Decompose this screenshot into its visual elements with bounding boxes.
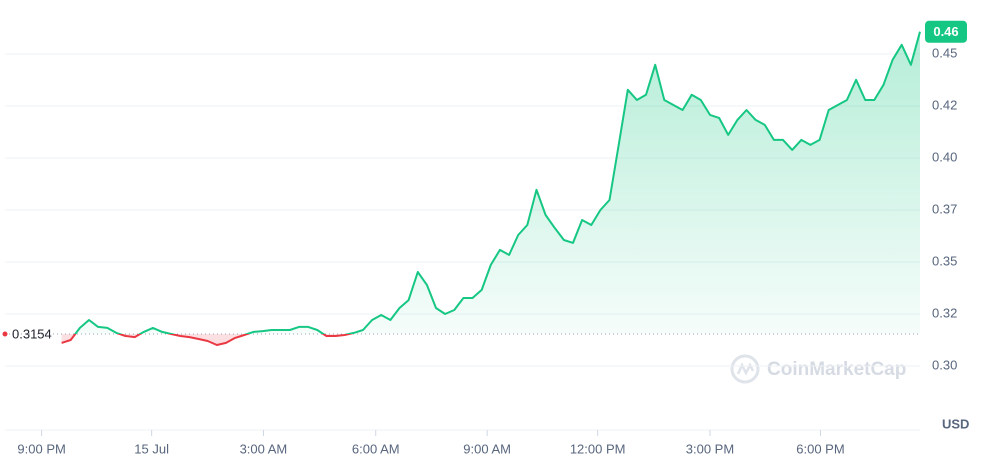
x-tick-label: 9:00 PM <box>17 441 65 456</box>
area <box>61 31 921 345</box>
y-unit: USD <box>942 416 969 431</box>
y-tick-label: 0.35 <box>932 253 957 268</box>
price-line <box>61 31 921 346</box>
x-tick-label: 9:00 AM <box>463 441 511 456</box>
baseline-label: 0.3154 <box>12 326 52 341</box>
y-tick-label: 0.45 <box>932 45 957 60</box>
y-tick-label: 0.32 <box>932 305 957 320</box>
watermark-text: CoinMarketCap <box>767 359 906 380</box>
x-tick-label: 6:00 PM <box>796 441 844 456</box>
x-tick-label: 15 Jul <box>134 441 169 456</box>
y-tick-label: 0.37 <box>932 201 957 216</box>
y-tick-label: 0.42 <box>932 97 957 112</box>
watermark-logo <box>730 354 760 384</box>
last-value-label: 0.46 <box>933 24 958 39</box>
x-tick-label: 12:00 PM <box>570 441 626 456</box>
watermark-logo-mark <box>736 362 755 376</box>
last-value-badge <box>925 20 967 43</box>
y-tick-label: 0.40 <box>932 149 957 164</box>
y-tick-label: 0.30 <box>932 357 957 372</box>
x-tick-label: 3:00 PM <box>686 441 734 456</box>
watermark: CoinMarketCap <box>730 354 906 384</box>
x-tick-label: 6:00 AM <box>352 441 400 456</box>
x-tick-label: 3:00 AM <box>240 441 288 456</box>
baseline-dot <box>2 331 8 337</box>
